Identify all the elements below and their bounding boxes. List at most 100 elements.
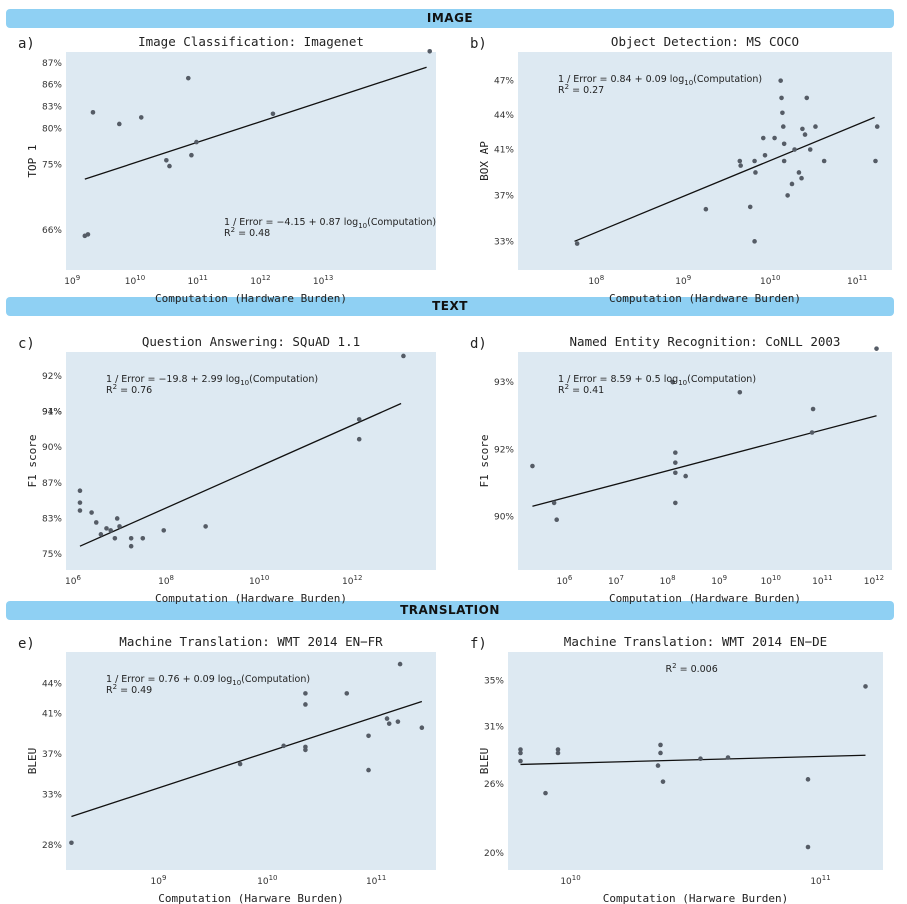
y-tick-label: 44%	[494, 111, 514, 121]
r-squared: R2 = 0.41	[558, 383, 604, 396]
plot-area	[508, 652, 883, 870]
data-point	[344, 691, 350, 696]
data-point	[809, 430, 815, 435]
data-point	[189, 152, 194, 158]
data-point	[660, 779, 666, 784]
y-tick-label: 44%	[42, 679, 62, 689]
data-point	[762, 152, 768, 158]
data-point	[785, 193, 790, 198]
y-tick-label: 75%	[42, 550, 62, 560]
y-tick-label: 75%	[42, 161, 62, 171]
data-point	[386, 721, 392, 726]
panel-label: e)	[18, 636, 35, 652]
x-axis-label: Computation (Harware Burden)	[603, 892, 788, 904]
fit-equation: 1 / Error = −19.8 + 2.99 log10(Computati…	[106, 374, 318, 387]
r-squared: R2 = 0.006	[666, 662, 718, 675]
data-point	[780, 124, 786, 129]
data-point	[874, 124, 880, 129]
data-point	[792, 147, 797, 152]
data-point	[810, 406, 816, 412]
plot-area	[66, 52, 436, 270]
data-point	[356, 417, 362, 422]
data-point	[874, 346, 879, 351]
chart-mt-en-de: f) Machine Translation: WMT 2014 EN−DE 20%…	[470, 634, 883, 904]
y-tick-label: 66%	[42, 226, 62, 236]
x-tick-label: 109	[675, 274, 691, 287]
data-point	[303, 702, 308, 707]
data-point	[752, 239, 757, 244]
x-tick-label: 108	[588, 274, 604, 287]
data-point	[518, 750, 523, 756]
x-tick-label: 109	[711, 574, 727, 587]
x-tick-label: 109	[151, 874, 167, 887]
x-axis-label: Computation (Hardware Burden)	[155, 292, 347, 305]
data-point	[384, 716, 390, 721]
fit-line	[520, 754, 866, 766]
fit-equation: 1 / Error = −4.15 + 0.87 log10(Computati…	[224, 217, 436, 230]
chart-mt-en-fr: e) Machine Translation: WMT 2014 EN−FR 28%…	[18, 634, 436, 904]
x-tick-label: 1012	[864, 574, 884, 587]
data-point	[194, 139, 199, 145]
y-tick-label: 80%	[42, 124, 62, 134]
data-point	[356, 436, 362, 442]
data-point	[518, 747, 523, 752]
x-axis-label: Computation (Harware Burden)	[158, 892, 343, 904]
data-point	[117, 524, 122, 529]
y-tick-label: 87%	[42, 479, 62, 489]
data-point	[789, 181, 795, 187]
fit-line	[574, 116, 875, 242]
data-point	[673, 450, 678, 455]
data-point	[401, 353, 406, 359]
data-point	[555, 747, 561, 752]
data-point	[821, 158, 827, 164]
y-tick-label: 83%	[42, 103, 62, 113]
data-point	[366, 733, 371, 739]
banner-text: TEXT	[6, 297, 894, 316]
data-point	[780, 110, 785, 116]
fit-line	[71, 700, 423, 818]
x-tick-label: 1011	[810, 874, 830, 887]
y-tick-label: 37%	[494, 191, 514, 201]
data-point	[551, 500, 557, 506]
x-tick-label: 1011	[812, 574, 832, 587]
data-point	[270, 111, 276, 117]
x-axis-label: Computation (Hardware Burden)	[609, 292, 801, 305]
x-tick-label: 109	[64, 274, 80, 287]
data-point	[161, 528, 167, 533]
data-point	[77, 508, 83, 513]
y-axis-label: BOX AP	[478, 141, 491, 181]
data-point	[104, 526, 109, 531]
y-axis-label: TOP 1	[26, 144, 39, 177]
data-point	[85, 232, 91, 237]
data-point	[781, 141, 787, 147]
y-tick-label: 33%	[494, 237, 514, 247]
data-point	[128, 535, 134, 541]
data-point	[655, 763, 661, 768]
data-point	[518, 758, 523, 764]
y-tick-label: 41%	[494, 146, 514, 156]
data-point	[366, 767, 371, 773]
y-tick-label: 91%	[42, 407, 62, 417]
fit-equation: 1 / Error = 0.76 + 0.09 log10(Computatio…	[106, 674, 310, 687]
y-axis-label: BLEU	[478, 748, 491, 775]
data-point	[673, 470, 678, 476]
y-tick-label: 93%	[494, 378, 514, 388]
chart-question-answering: c) Question Answering: SQuAD 1.1 75% 83% 87%…	[18, 334, 436, 605]
data-point	[779, 95, 784, 101]
x-axis-label: Computation (Hardware Burden)	[609, 592, 801, 605]
fit-equation: 1 / Error = 8.59 + 0.5 log10(Computation…	[558, 374, 756, 387]
data-point	[873, 158, 878, 164]
data-point	[90, 110, 96, 115]
data-point	[303, 744, 308, 750]
data-point	[185, 75, 191, 81]
x-tick-label: 1013	[313, 274, 333, 287]
panel-label: b)	[470, 36, 487, 52]
x-tick-label: 1011	[847, 274, 867, 287]
y-tick-label: 37%	[42, 750, 62, 760]
panel-label: d)	[470, 336, 487, 352]
data-point	[673, 500, 678, 506]
panel-label: a)	[18, 36, 35, 52]
fit-line	[84, 66, 427, 180]
data-point	[89, 510, 94, 515]
data-point	[738, 163, 743, 168]
